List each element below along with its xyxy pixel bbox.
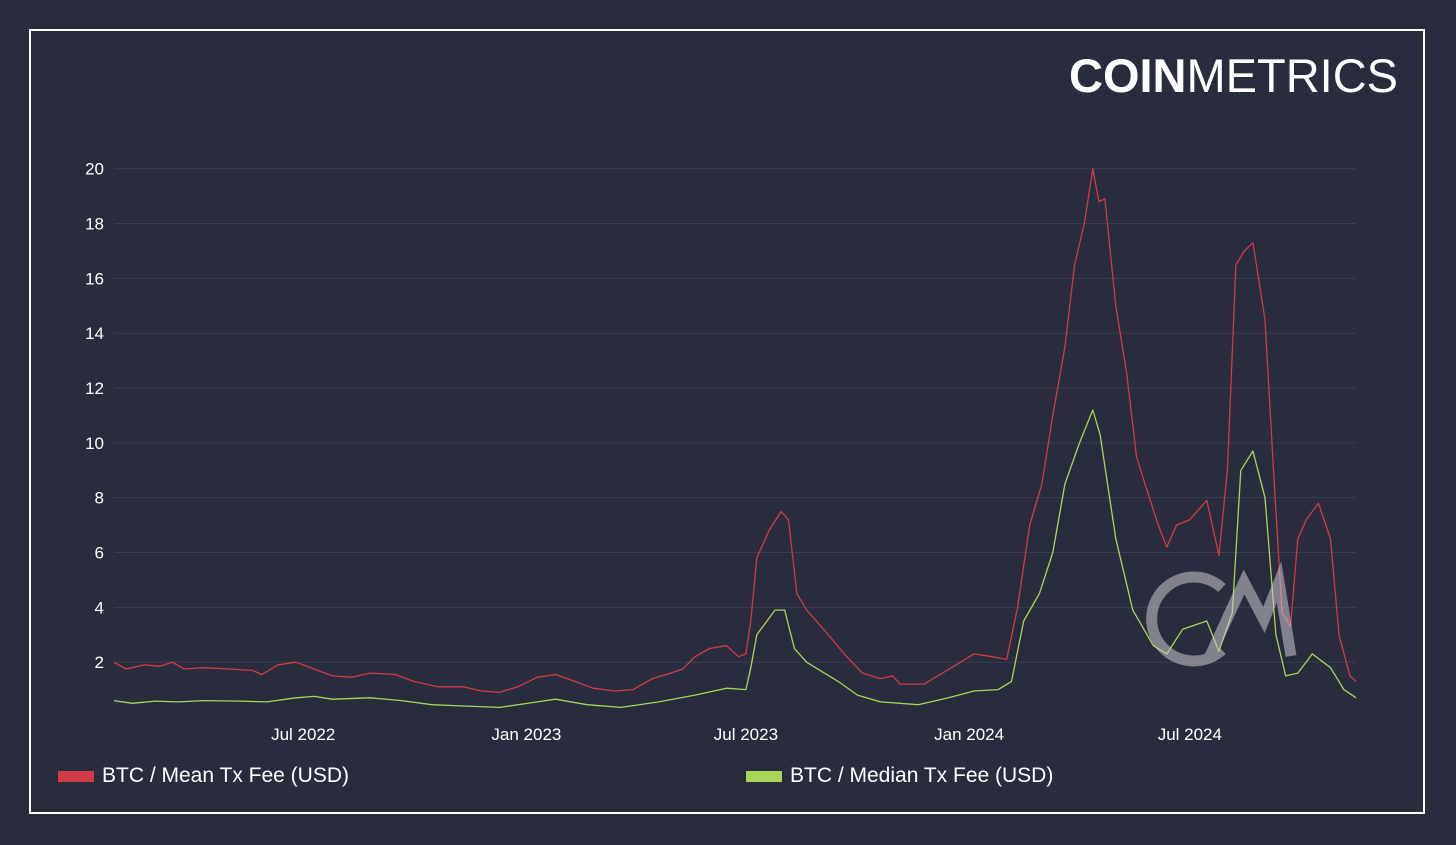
y-tick-label: 20 bbox=[85, 160, 104, 179]
legend-swatch-mean bbox=[58, 770, 94, 782]
series-line-mean-fee bbox=[113, 168, 1357, 693]
y-tick-label: 10 bbox=[85, 434, 104, 453]
x-tick-label: Jul 2024 bbox=[1158, 725, 1222, 744]
logo-bold-text: COIN bbox=[1069, 49, 1187, 102]
y-axis-ticks: 2 4 6 8 10 12 14 16 18 20 bbox=[85, 160, 104, 672]
x-tick-label: Jan 2024 bbox=[934, 725, 1004, 744]
series-line-median-fee bbox=[113, 409, 1357, 709]
legend-item-median[interactable]: BTC / Median Tx Fee (USD) bbox=[746, 763, 1053, 789]
x-tick-label: Jul 2022 bbox=[271, 725, 335, 744]
legend-label-median: BTC / Median Tx Fee (USD) bbox=[790, 764, 1054, 787]
x-tick-label: Jan 2023 bbox=[491, 725, 561, 744]
legend-label-mean: BTC / Mean Tx Fee (USD) bbox=[102, 764, 349, 787]
chart-frame bbox=[29, 29, 1425, 814]
coinmetrics-logo: COINMETRICS bbox=[1069, 52, 1398, 99]
y-tick-label: 12 bbox=[85, 379, 104, 398]
y-tick-label: 14 bbox=[85, 324, 104, 343]
y-tick-label: 6 bbox=[95, 544, 104, 563]
legend-item-mean[interactable]: BTC / Mean Tx Fee (USD) bbox=[58, 763, 349, 789]
x-axis-ticks: Jul 2022 Jan 2023 Jul 2023 Jan 2024 Jul 2024 bbox=[271, 725, 1222, 744]
y-tick-label: 16 bbox=[85, 269, 104, 288]
series-lines bbox=[113, 168, 1357, 709]
cm-watermark-logo bbox=[1146, 561, 1297, 667]
y-tick-label: 2 bbox=[95, 653, 104, 672]
legend-swatch-median bbox=[746, 770, 782, 782]
y-tick-label: 18 bbox=[85, 215, 104, 234]
logo-light-text: METRICS bbox=[1186, 49, 1399, 102]
x-tick-label: Jul 2023 bbox=[714, 725, 778, 744]
y-tick-label: 8 bbox=[95, 489, 104, 508]
y-tick-label: 4 bbox=[95, 598, 104, 617]
